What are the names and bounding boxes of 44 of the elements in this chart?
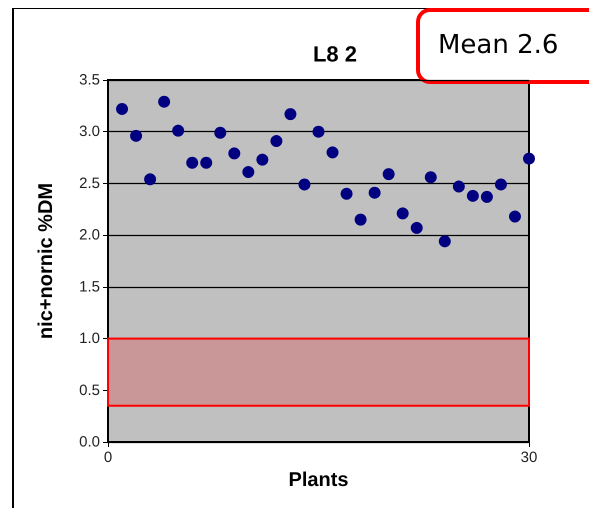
point — [368, 186, 381, 199]
point — [158, 96, 170, 108]
point — [466, 190, 479, 202]
point — [452, 180, 465, 193]
point — [242, 166, 254, 178]
point — [298, 178, 310, 190]
point — [186, 156, 198, 169]
point — [172, 124, 184, 137]
text: Mean 2.6 — [438, 30, 558, 60]
point — [116, 102, 128, 115]
point — [382, 168, 395, 180]
y-tick-label: 1.5 — [79, 278, 100, 296]
point — [130, 130, 142, 142]
y-tick-label: 0.5 — [79, 382, 100, 399]
y-tick-label: 3.5 — [79, 72, 100, 88]
x-tick-label: 0 — [104, 449, 112, 466]
y-tick-label: 2.5 — [79, 174, 100, 192]
point — [480, 190, 493, 203]
point — [256, 154, 268, 166]
point — [354, 214, 367, 226]
point — [410, 222, 423, 234]
point — [326, 146, 339, 158]
point — [438, 235, 451, 248]
x-axis-title: Plants — [288, 468, 349, 491]
point — [228, 147, 240, 160]
point — [396, 207, 409, 220]
point — [312, 126, 324, 138]
y-tick-label: 3.0 — [79, 123, 100, 140]
point — [508, 210, 521, 223]
y-tick-label: 0.0 — [79, 434, 100, 450]
point — [284, 108, 296, 120]
point — [523, 152, 535, 165]
point — [270, 135, 282, 148]
y-tick-label: 1.0 — [79, 330, 100, 348]
point — [144, 173, 156, 186]
point — [424, 171, 437, 184]
x-tick-label: 30 — [520, 449, 538, 466]
point — [200, 156, 212, 169]
point — [494, 178, 507, 190]
point — [340, 188, 353, 200]
y-axis-title: nic+nornic %DM — [35, 182, 57, 340]
chart-title: L8 2 — [312, 42, 358, 66]
point — [214, 126, 226, 139]
y-tick-label: 2.0 — [79, 226, 100, 244]
